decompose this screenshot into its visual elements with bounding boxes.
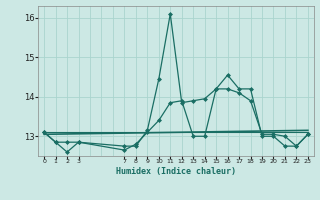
X-axis label: Humidex (Indice chaleur): Humidex (Indice chaleur) [116, 167, 236, 176]
